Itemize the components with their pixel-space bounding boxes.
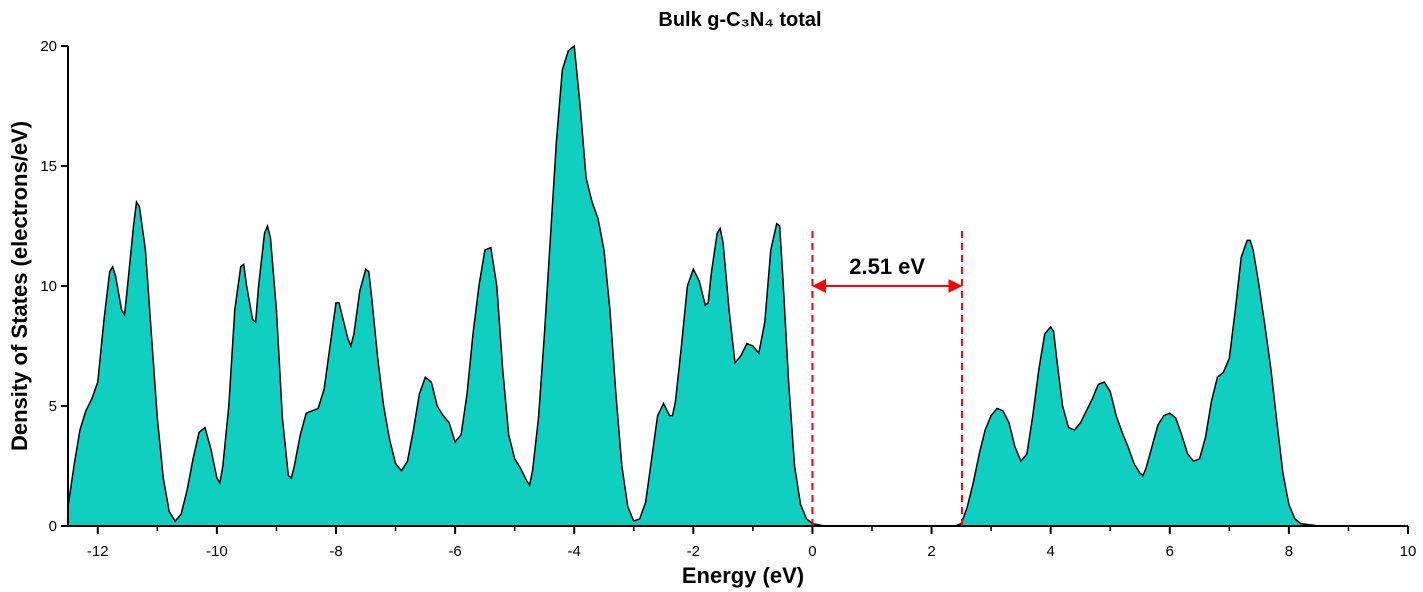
- x-tick-label: -12: [87, 543, 109, 560]
- x-tick-label: 4: [1046, 543, 1054, 560]
- x-tick-label: 8: [1285, 543, 1293, 560]
- gap-label: 2.51 eV: [849, 254, 925, 279]
- y-tick-label: 15: [40, 158, 57, 175]
- area-fill: [68, 46, 1319, 526]
- y-tick-label: 5: [49, 398, 57, 415]
- x-tick-label: 10: [1400, 543, 1417, 560]
- chart-title: Bulk g-C₃N₄ total: [658, 9, 821, 31]
- x-tick-label: 6: [1166, 543, 1174, 560]
- x-tick-label: 0: [808, 543, 816, 560]
- x-axis-title: Energy (eV): [682, 563, 804, 588]
- y-tick-label: 20: [40, 38, 57, 55]
- x-tick-label: -8: [329, 543, 342, 560]
- x-tick-label: -4: [568, 543, 581, 560]
- y-tick-label: 10: [40, 278, 57, 295]
- x-tick-label: -2: [687, 543, 700, 560]
- x-tick-label: -10: [206, 543, 228, 560]
- y-axis-title: Density of States (electrons/eV): [7, 121, 32, 451]
- x-tick-label: 2: [927, 543, 935, 560]
- y-tick-label: 0: [49, 518, 57, 535]
- dos-line: [67, 44, 1319, 527]
- x-tick-label: -6: [448, 543, 461, 560]
